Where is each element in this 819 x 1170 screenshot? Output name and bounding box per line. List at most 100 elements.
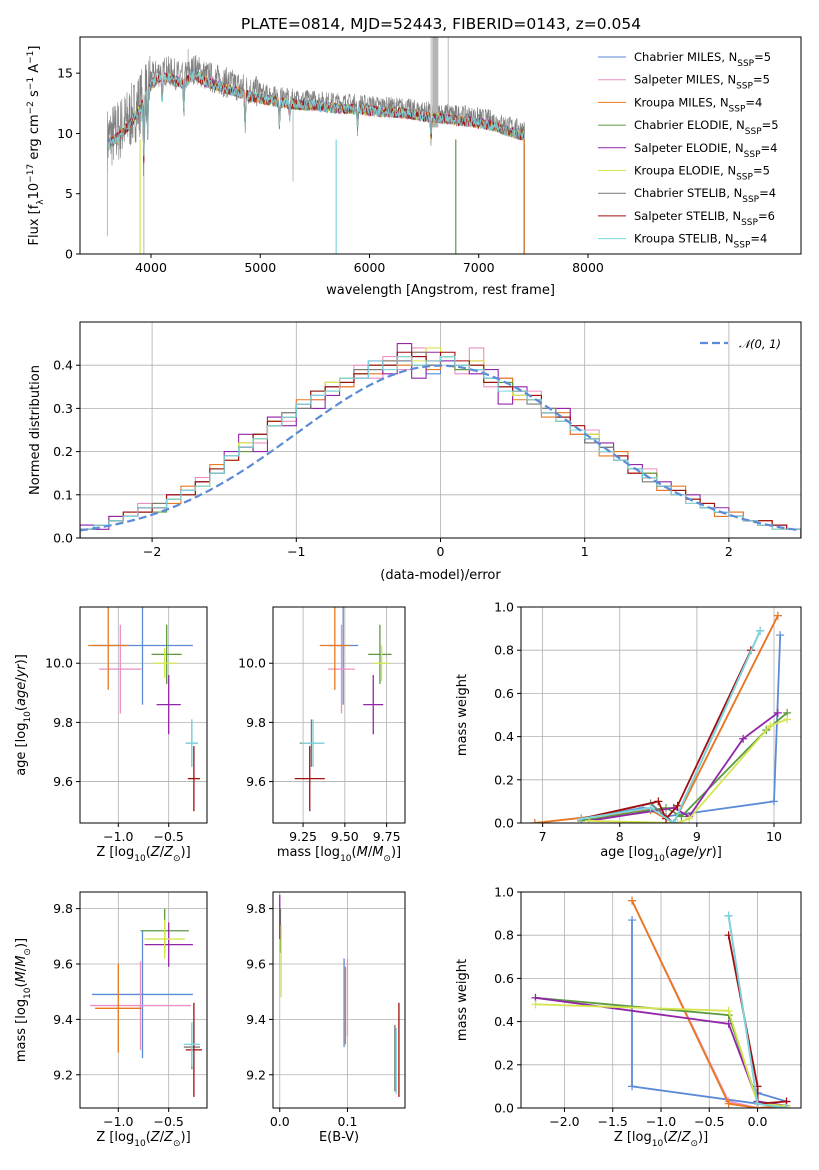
label-part: Kroupa MILES, N <box>634 95 729 109</box>
age-vs-z-xlabel: Z [log10(Z/Z⊙)] <box>96 845 190 864</box>
mass-vs-ebv-xlabel: E(B-V) <box>319 1130 359 1145</box>
y-tick-label: 0.8 <box>494 928 514 943</box>
weight-marker <box>724 911 733 920</box>
y-tick-label: 0.8 <box>494 643 514 658</box>
weight-marker <box>531 1000 540 1009</box>
weight-marker <box>753 1099 762 1108</box>
label-part: Chabrier MILES, N <box>634 50 737 64</box>
label-part: ⊙ <box>690 1139 698 1149</box>
y-tick-label: 15 <box>57 66 73 81</box>
x-tick-label: −2.0 <box>549 1114 579 1129</box>
spectrum-xlabel: wavelength [Angstrom, rest frame] <box>326 283 555 298</box>
label-part: ( <box>665 845 670 860</box>
legend-label: Kroupa STELIB, NSSP=4 <box>634 232 767 251</box>
label-part: )] <box>181 845 191 860</box>
spectrum-axes: 4000 5000 6000 7000 8000 0 5 10 15 <box>57 66 604 275</box>
label-part: =5 <box>753 73 770 87</box>
legend-label: Salpeter ELODIE, NSSP=4 <box>634 141 777 160</box>
model-spectrum-line <box>108 68 524 157</box>
label-part: Salpeter STELIB, N <box>634 209 741 223</box>
weight-marker <box>739 734 748 743</box>
y-tick-label: 0.4 <box>53 358 73 373</box>
legend-label: Kroupa MILES, NSSP=4 <box>634 95 762 114</box>
label-part: erg cm <box>27 114 42 163</box>
label-part: −1 <box>26 51 36 64</box>
data-spectrum-spike <box>432 37 439 128</box>
y-tick-label: 10.0 <box>45 656 73 671</box>
label-part: =6 <box>758 209 775 223</box>
label-part: 10 <box>27 183 42 200</box>
x-tick-label: 8000 <box>572 260 604 275</box>
y-tick-label: 9.6 <box>246 957 266 972</box>
label-part: Z <box>150 845 161 860</box>
label-part: )] <box>14 654 29 664</box>
label-part: −1 <box>26 77 36 90</box>
label-part: =4 <box>761 141 778 155</box>
y-tick-label: 0.2 <box>494 1057 514 1072</box>
weight-line <box>535 1003 787 1107</box>
y-tick-label: 10 <box>57 126 73 141</box>
label-part: / <box>160 845 165 860</box>
label-part: ] <box>27 46 42 51</box>
label-part: mass [log <box>14 999 29 1062</box>
label-part: / <box>694 845 699 860</box>
weight-marker <box>628 916 637 925</box>
age-vs-mass-border <box>272 606 406 824</box>
label-part: 10 <box>653 854 665 864</box>
model-spectrum-line <box>108 69 524 155</box>
y-tick-label: 9.8 <box>53 715 73 730</box>
x-tick-label: 9.50 <box>331 829 359 844</box>
label-part: SSP <box>744 150 761 160</box>
mass-vs-ebv-axes: 0.0 0.1 9.2 9.4 9.6 9.8 <box>246 892 405 1129</box>
weight-vs-z-ylabel: mass weight <box>455 959 470 1041</box>
y-tick-label: 9.4 <box>53 1012 73 1027</box>
weight-vs-z-plot-area <box>531 896 791 1108</box>
weight-marker <box>673 801 682 810</box>
weight-line <box>535 996 787 1107</box>
x-tick-label: 7000 <box>463 260 495 275</box>
weight-line <box>581 649 752 821</box>
legend-label: Salpeter STELIB, NSSP=6 <box>634 209 775 228</box>
label-part: =5 <box>762 118 779 132</box>
label-part: M <box>14 971 29 982</box>
label-part: =4 <box>745 95 762 109</box>
weight-marker <box>628 896 637 905</box>
model-spectrum-line <box>108 70 524 159</box>
histogram-axes: −2 −1 0 1 2 0.0 0.1 0.2 0.3 0.4 <box>53 322 801 559</box>
label-part: ⊙ <box>383 854 391 864</box>
spectrum-plot-area <box>106 37 525 254</box>
weight-marker <box>776 631 785 640</box>
y-tick-label: 0.0 <box>494 816 514 831</box>
label-part: 10 <box>23 987 33 999</box>
y-tick-label: 9.2 <box>246 1067 266 1082</box>
weight-line <box>581 630 761 823</box>
mass-vs-z-plot-area <box>90 908 202 1097</box>
label-part: 10 <box>134 1139 146 1149</box>
age-vs-mass-axes: 9.25 9.50 9.75 9.6 9.8 10.0 <box>238 607 405 844</box>
y-tick-label: 0.0 <box>494 1101 514 1116</box>
label-part: M <box>14 956 29 967</box>
weight-line <box>581 630 761 823</box>
legend-label: Chabrier MILES, NSSP=5 <box>634 50 771 69</box>
label-part: 10 <box>23 711 33 723</box>
y-tick-label: 1.0 <box>494 885 514 900</box>
label-part: s <box>27 90 42 101</box>
weight-vs-age-xlabel: age [log10(age/yr)] <box>600 845 722 864</box>
label-part: Kroupa ELODIE, N <box>634 164 736 178</box>
normal-curve <box>80 364 801 532</box>
label-part: Salpeter MILES, N <box>634 73 736 87</box>
y-tick-label: 0.4 <box>494 1014 514 1029</box>
histogram-border <box>79 321 802 539</box>
age-vs-z-plot-area <box>88 607 200 812</box>
weight-line <box>631 900 787 1108</box>
label-part: ( <box>14 982 29 987</box>
label-part: / <box>14 677 29 682</box>
weight-line <box>588 718 788 823</box>
weight-marker <box>628 1082 637 1091</box>
label-part: age [log <box>600 845 653 860</box>
mass-vs-z-xlabel: Z [log10(Z/Z⊙)] <box>96 1130 190 1149</box>
label-part: M <box>372 845 383 860</box>
label-part: SSP <box>736 173 753 183</box>
label-part: −2 <box>26 101 36 114</box>
